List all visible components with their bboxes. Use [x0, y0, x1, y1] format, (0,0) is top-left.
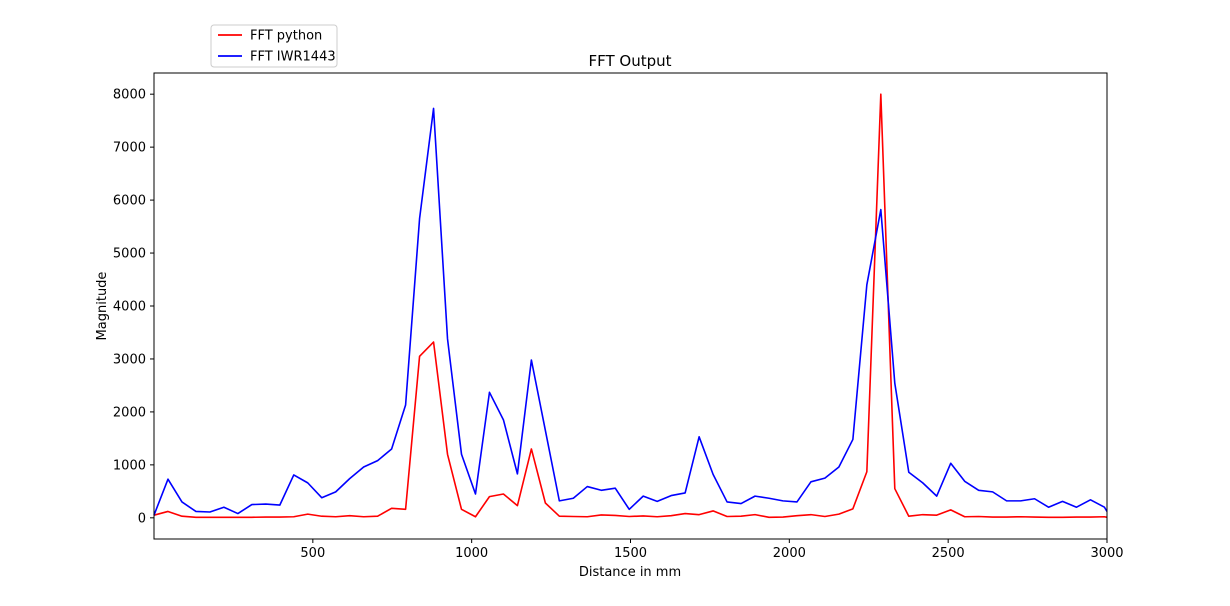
y-tick-label: 6000: [113, 194, 146, 209]
chart-title: FFT Output: [588, 52, 671, 70]
y-tick-label: 4000: [113, 300, 146, 315]
legend: FFT python FFT IWR1443: [210, 24, 338, 68]
y-tick-label: 7000: [113, 141, 146, 156]
y-axis-label: Magnitude: [95, 272, 110, 341]
y-tick-label: 0: [138, 511, 146, 526]
x-axis-label: Distance in mm: [579, 565, 681, 580]
series-layer: [153, 93, 1108, 519]
legend-label-1: FFT python: [250, 29, 322, 44]
x-tick-label: 3000: [1090, 546, 1123, 561]
y-tick-label: 8000: [113, 88, 146, 103]
y-tick-label: 3000: [113, 352, 146, 367]
x-tick-label: 1500: [614, 546, 647, 561]
x-tick-label: 1000: [455, 546, 488, 561]
plot-background: [154, 73, 1107, 539]
x-tick-label: 500: [300, 546, 325, 561]
legend-label-2: FFT IWR1443: [250, 50, 336, 65]
x-tick-label: 2000: [773, 546, 806, 561]
y-tick-label: 1000: [113, 458, 146, 473]
x-tick-label: 2500: [932, 546, 965, 561]
series-line-2: [153, 107, 1108, 516]
series-line-1: [153, 93, 1108, 519]
y-tick-label: 5000: [113, 247, 146, 262]
y-axis: 0 1000 2000 3000 4000 5000 6000 7000 8000: [113, 88, 154, 526]
x-axis: 500 1000 1500 2000 2500 3000: [300, 539, 1124, 561]
legend-box: [210, 24, 338, 68]
y-tick-label: 2000: [113, 405, 146, 420]
